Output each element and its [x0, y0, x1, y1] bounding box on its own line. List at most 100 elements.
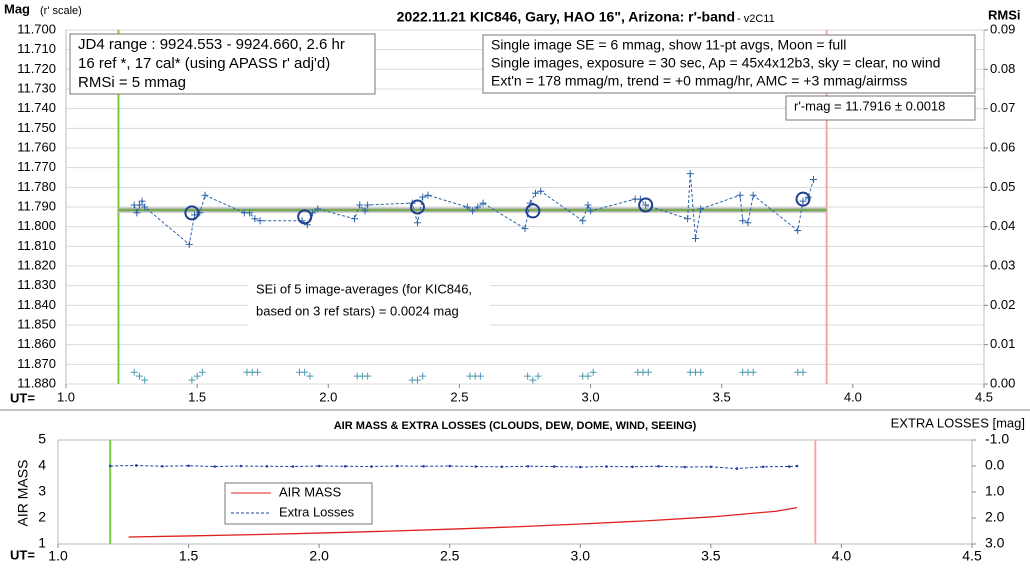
point [256, 217, 264, 225]
point [343, 464, 347, 468]
point [736, 191, 744, 199]
annotation-text: Ext'n = 178 mmag/m, trend = +0 mmag/hr, … [491, 73, 907, 89]
point [138, 197, 146, 205]
point [691, 234, 699, 242]
point [474, 465, 478, 468]
y-tick-label: 11.770 [17, 159, 56, 174]
point [463, 203, 471, 211]
y-tick-label: 11.790 [17, 198, 56, 213]
legend-label: Extra Losses [279, 504, 355, 519]
y2-tick-label: 0.07 [990, 100, 1015, 115]
point [213, 465, 216, 468]
point [469, 207, 477, 215]
y2-tick-label: 0.03 [990, 257, 1015, 272]
y-tick-label: 11.830 [17, 277, 56, 292]
y2-tick-label: -1.0 [985, 431, 1009, 447]
series-line [128, 506, 798, 538]
point [739, 217, 747, 225]
point [684, 215, 692, 223]
y-tick-label: 11.730 [17, 80, 56, 95]
annotation-box [785, 95, 976, 121]
y-tick-label: 11.800 [17, 218, 56, 233]
point [188, 376, 196, 384]
x-tick-label: 1.0 [57, 389, 75, 404]
y-tick-label: 11.840 [17, 297, 56, 312]
x-axis-label: UT= [10, 547, 35, 562]
point [744, 219, 752, 227]
x-tick-label: 4.5 [962, 548, 982, 564]
point [135, 464, 138, 467]
y-axis-label: AIR MASS [15, 460, 31, 527]
annotation-text: SEi of 5 image-averages (for KIC846, [256, 281, 472, 296]
point [642, 201, 650, 209]
y-tick-label: 11.760 [17, 139, 56, 154]
point [683, 465, 687, 469]
x-tick-label: 1.0 [48, 548, 68, 564]
y2-tick-label: 0.00 [990, 375, 1015, 390]
point [364, 372, 372, 380]
point [787, 465, 791, 468]
point [761, 465, 765, 469]
average-point [409, 199, 425, 215]
point [396, 464, 399, 468]
y-tick-label: 11.850 [17, 316, 56, 331]
point [185, 240, 193, 248]
annotation-text: Single images, exposure = 30 sec, Ap = 4… [491, 55, 940, 71]
plot-area [57, 439, 973, 545]
point [364, 201, 372, 209]
point [529, 376, 537, 384]
y-axis-label: Mag [4, 1, 30, 16]
y2-axis-label: EXTRA LOSSES [mag] [891, 415, 1025, 430]
annotation-text: based on 3 ref stars) = 0.0024 mag [256, 303, 459, 318]
x-tick-label: 4.5 [975, 389, 993, 404]
point [253, 368, 261, 376]
point [187, 464, 190, 468]
y2-tick-label: 1.0 [985, 483, 1005, 499]
point [448, 464, 452, 468]
point [605, 465, 608, 468]
average-point [795, 191, 811, 207]
x-tick-label: 4.0 [832, 548, 852, 564]
y2-tick-label: 0.04 [990, 218, 1015, 233]
point [686, 170, 694, 178]
point [795, 464, 799, 468]
point [301, 368, 309, 376]
point [531, 189, 539, 197]
y2-axis-label: RMSi [988, 7, 1021, 22]
point [108, 464, 112, 468]
y2-tick-label: 2.0 [985, 509, 1005, 525]
point [584, 372, 592, 380]
point [657, 464, 660, 468]
y-tick-label: 11.870 [17, 356, 56, 371]
point [135, 201, 143, 209]
point [587, 207, 595, 215]
annotation-text: 16 ref *, 17 cal* (using APASS r' adj'd) [78, 55, 330, 72]
point [198, 368, 206, 376]
y-tick-label: 11.810 [17, 238, 56, 253]
point [537, 187, 545, 195]
point [317, 464, 321, 468]
annotation-box [69, 33, 376, 95]
average-point [297, 209, 313, 225]
y2-tick-label: 3.0 [985, 535, 1005, 551]
y2-tick-label: 0.02 [990, 297, 1015, 312]
point [239, 464, 243, 468]
y-tick-label: 11.860 [17, 336, 56, 351]
point [191, 211, 199, 219]
point [735, 467, 739, 470]
y-tick-label: 1 [38, 535, 46, 551]
point [265, 464, 269, 468]
x-tick-label: 2.5 [440, 548, 460, 564]
y-tick-label: 5 [38, 431, 46, 447]
x-tick-label: 1.5 [188, 389, 206, 404]
point [479, 199, 487, 207]
annotation-text: JD4 range : 9924.553 - 9924.660, 2.6 hr [78, 36, 345, 53]
point [476, 372, 484, 380]
point [578, 465, 582, 469]
x-axis-label: UT= [10, 390, 35, 405]
point [193, 372, 201, 380]
point [579, 217, 587, 225]
legend-box [224, 482, 373, 525]
annotation-box [482, 34, 976, 94]
